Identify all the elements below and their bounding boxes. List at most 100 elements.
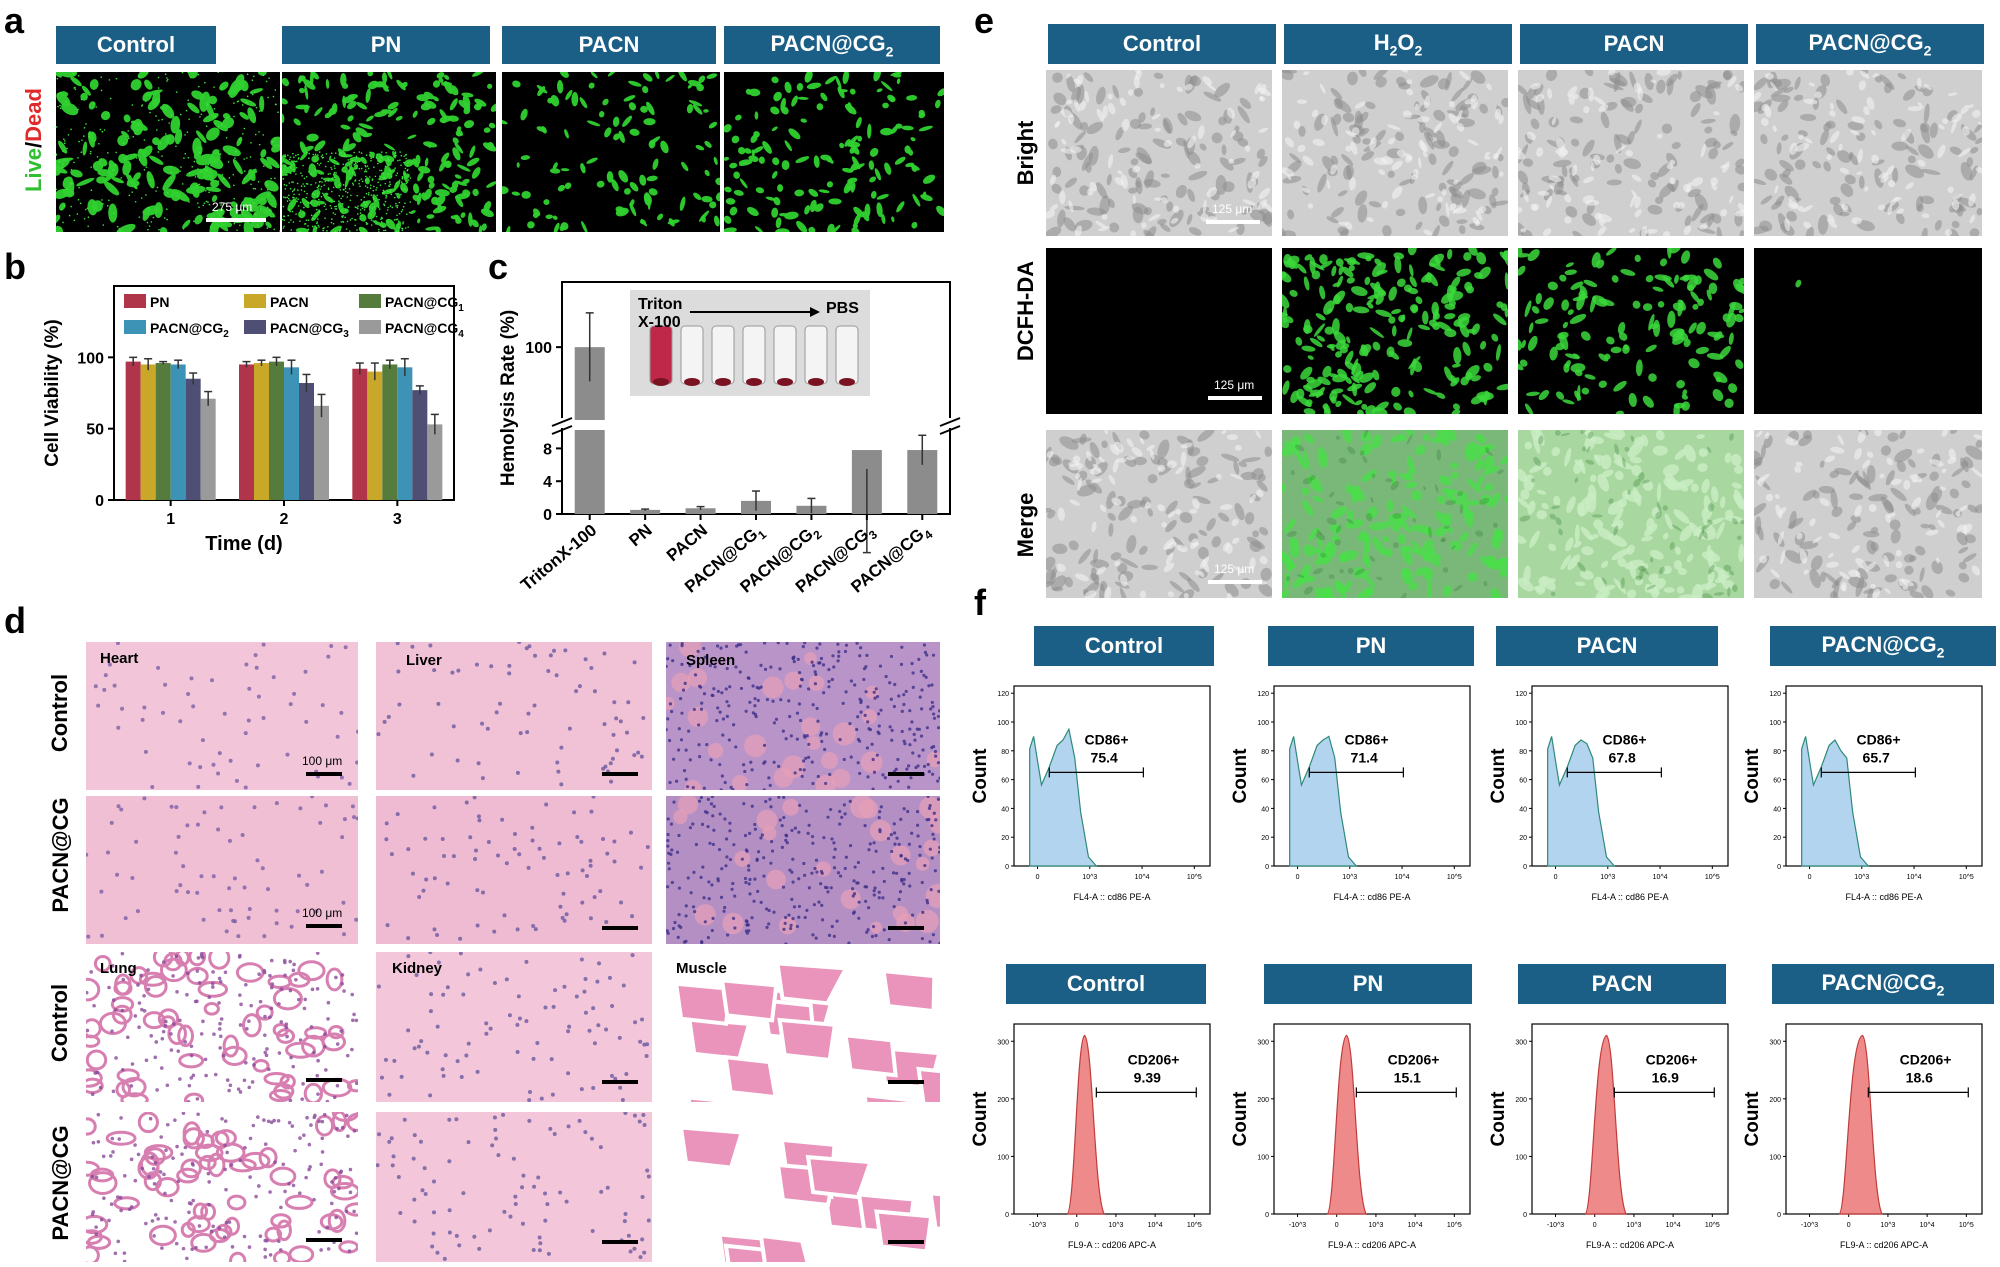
f-ylabel: Count: [1488, 1091, 1509, 1147]
f-gate-value: 16.9: [1652, 1069, 1679, 1085]
b-legend-swatch: [359, 294, 381, 308]
f-cd86-plot-1: Count FL4-A :: cd86 PE-A 0 20 40 60 80 100 120 0 1…: [1226, 672, 1486, 912]
organ-liver: Liver: [406, 652, 442, 669]
f-gate-value: 75.4: [1091, 749, 1118, 765]
f-xtick-label: 10^5: [1705, 874, 1720, 881]
he-scale-bar: [602, 926, 638, 930]
b-bar: [170, 364, 186, 500]
e-bright-pacn: [1518, 70, 1744, 236]
scale-bar: [1208, 396, 1262, 400]
panel-label-a: a: [4, 0, 25, 41]
f-ytick-label: 0: [1523, 864, 1527, 871]
f-ytick-label: 60: [1773, 778, 1781, 785]
e-bright-h2o2: [1282, 70, 1508, 236]
f-gate-label: CD86+: [1085, 731, 1129, 747]
panel-c-chart: 0 4 8 100 Hemolysis Rate (%) TritonX-100 PN PAC…: [498, 268, 970, 608]
b-bar: [397, 367, 413, 500]
he-muscle-control: [666, 952, 940, 1102]
f-ytick-label: 0: [1005, 864, 1009, 871]
f-ytick-label: 80: [1519, 749, 1527, 756]
f-histogram: [1029, 727, 1098, 867]
f-ytick-label: 300: [997, 1039, 1009, 1046]
c-ytick-label: 0: [543, 507, 552, 524]
c-ytick-label: 8: [543, 441, 552, 458]
e-bright-pacncg2: [1754, 70, 1982, 236]
inset-pbs-label: PBS: [826, 300, 859, 317]
f-ytick-label: 60: [1001, 778, 1009, 785]
f-xtick-label: 10^4: [1666, 1222, 1681, 1229]
f-gate-value: 71.4: [1351, 749, 1378, 765]
f-xtick-label: 10^3: [1626, 1222, 1641, 1229]
f-gate-label: CD206+: [1900, 1051, 1952, 1067]
f-xtick-label: 0: [1335, 1222, 1339, 1229]
f-ytick-label: 20: [1261, 835, 1269, 842]
f-ytick-label: 300: [1769, 1039, 1781, 1046]
f-ytick-label: 100: [997, 1154, 1009, 1161]
e-dcfh-pacncg2: [1754, 248, 1982, 414]
organ-kidney: Kidney: [392, 960, 443, 977]
b-bar: [239, 364, 254, 500]
f-xtick-label: 10^4: [1135, 874, 1150, 881]
c-ylabel: Hemolysis Rate (%): [500, 310, 519, 486]
panel-a-header-control: Control: [56, 26, 216, 64]
f-cd86-header-1: PN: [1268, 626, 1474, 666]
f-ytick-label: 20: [1001, 835, 1009, 842]
b-bar: [412, 390, 428, 500]
f-ylabel: Count: [1488, 748, 1509, 804]
f-cd86-plot-2: Count FL4-A :: cd86 PE-A 0 20 40 60 80 100 120 0 1…: [1484, 672, 1744, 912]
f-ytick-label: 120: [1515, 691, 1527, 698]
f-cd206-plot-3: Count FL9-A :: cd206 APC-A 0 100 200 300 -10^3…: [1738, 1010, 1998, 1260]
f-xtick-label: 10^5: [1447, 1222, 1462, 1229]
panel-e-header-pacncg2: PACN@CG2: [1756, 24, 1984, 64]
panel-e-header-h2o2: H2O2: [1284, 24, 1512, 64]
panel-e-row-bright: Bright: [1013, 120, 1038, 186]
f-gate-value: 15.1: [1394, 1069, 1421, 1085]
inset-triton-label: Triton X-100: [638, 296, 683, 331]
f-xtick-label: 10^4: [1653, 874, 1668, 881]
scale-text: 275 μm: [212, 200, 253, 214]
b-legend-swatch: [124, 294, 146, 308]
f-xtick-label: 0: [1036, 874, 1040, 881]
b-legend-swatch: [124, 320, 146, 334]
f-ytick-label: 100: [1515, 1154, 1527, 1161]
he-lung-control: [86, 952, 358, 1102]
panel-a-image-pacn: [502, 72, 720, 232]
f-ytick-label: 100: [1257, 720, 1269, 727]
f-ytick-label: 0: [1265, 1212, 1269, 1219]
he-spleen-pacncg: [666, 796, 940, 944]
live-label: Live: [21, 147, 46, 192]
f-ytick-label: 0: [1777, 864, 1781, 871]
he-scale-bar: [306, 1238, 342, 1242]
panel-a-image-control: 275 μm: [56, 72, 280, 232]
f-histogram: [1066, 1034, 1106, 1215]
f-ytick-label: 120: [1257, 691, 1269, 698]
f-xtick-label: 10^3: [1108, 1222, 1123, 1229]
organ-spleen: Spleen: [686, 652, 736, 669]
f-ytick-label: 20: [1773, 835, 1781, 842]
f-ytick-label: 100: [1257, 1154, 1269, 1161]
b-bar: [284, 367, 299, 500]
f-histogram: [1584, 1034, 1628, 1215]
f-xtick-label: -10^3: [1801, 1222, 1818, 1229]
he-scale-bar: [888, 772, 924, 776]
f-gate-label: CD86+: [1857, 731, 1901, 747]
b-bar: [269, 361, 284, 500]
f-gate-label: CD206+: [1646, 1051, 1698, 1067]
f-cd206-plot-0: Count FL9-A :: cd206 APC-A 0 100 200 300 -10^3…: [966, 1010, 1226, 1260]
e-bright-control: 125 μm: [1046, 70, 1272, 236]
f-ytick-label: 80: [1001, 749, 1009, 756]
f-xtick-label: 0: [1554, 874, 1558, 881]
panel-label-c: c: [488, 246, 509, 287]
b-legend-label: PN: [150, 294, 169, 310]
scale-text: 125 μm: [1214, 378, 1255, 392]
panel-e-header-control: Control: [1048, 24, 1276, 64]
f-xtick-label: 0: [1296, 874, 1300, 881]
e-merge-pacncg2: [1754, 430, 1982, 598]
f-ylabel: Count: [1742, 748, 1763, 804]
f-histogram: [1547, 736, 1616, 867]
f-ytick-label: 100: [1515, 720, 1527, 727]
he-scale-bar: [888, 1080, 924, 1084]
f-xtick-label: 10^4: [1148, 1222, 1163, 1229]
organ-heart: Heart: [100, 650, 139, 667]
f-xtick-label: 10^5: [1705, 1222, 1720, 1229]
